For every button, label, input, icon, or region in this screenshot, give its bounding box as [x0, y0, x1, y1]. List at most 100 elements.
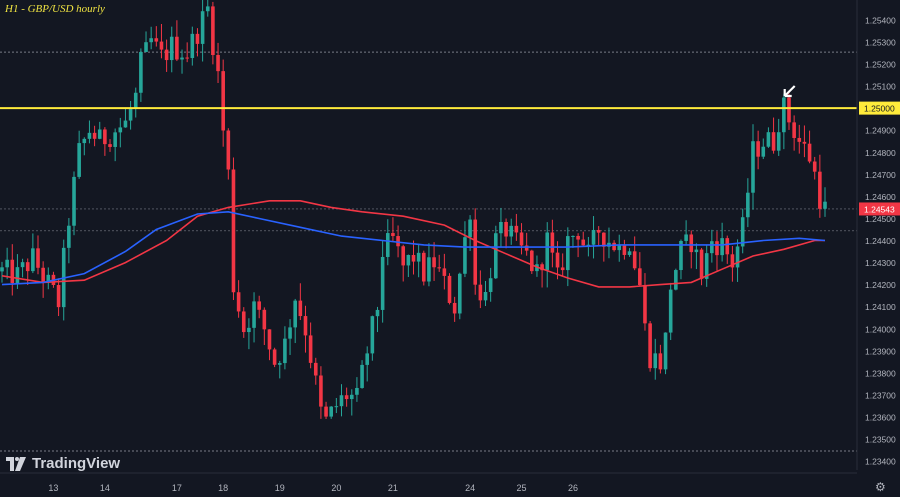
candle-body — [77, 143, 81, 177]
candle-body — [427, 257, 431, 282]
candle-body — [715, 241, 719, 256]
candle-body — [190, 33, 195, 58]
y-tick-label: 1.23900 — [865, 346, 896, 356]
candle-body — [298, 300, 303, 317]
candle-body — [524, 245, 529, 251]
candle-body — [802, 141, 807, 144]
candle-body — [658, 353, 663, 370]
level-badge — [859, 101, 900, 115]
candle-body — [118, 127, 123, 133]
candle-body — [499, 221, 503, 234]
candle-body — [483, 291, 488, 301]
x-tick-label: 13 — [48, 483, 58, 493]
candle-body — [612, 242, 616, 251]
candle-body — [262, 309, 267, 330]
candle-body — [205, 6, 210, 12]
candle-body — [704, 253, 709, 279]
candle-body — [67, 225, 71, 248]
candle-body — [103, 129, 107, 145]
x-axis: 13 14 17 18 19 20 21 24 25 26 — [0, 472, 857, 493]
candle-body — [782, 97, 786, 133]
candle-body — [632, 251, 637, 269]
x-tick-label: 19 — [275, 483, 285, 493]
last-price-badge — [859, 202, 900, 216]
candle-body — [509, 225, 514, 237]
candle-body — [710, 241, 714, 254]
candle-body — [154, 38, 159, 42]
candle-body — [674, 270, 678, 290]
candle-body — [319, 375, 323, 407]
candle-body — [581, 239, 586, 246]
candle-body — [488, 278, 493, 292]
candle-body — [267, 329, 272, 350]
y-tick-label: 1.24800 — [865, 148, 896, 158]
x-tick-label: 21 — [388, 483, 398, 493]
candle-body — [123, 120, 128, 128]
candle-body — [360, 364, 364, 388]
candle-body — [643, 285, 647, 324]
y-tick-label: 1.24700 — [865, 170, 896, 180]
y-tick-label: 1.24600 — [865, 192, 896, 202]
gear-icon[interactable]: ⚙ — [875, 480, 886, 494]
y-tick-label: 1.23800 — [865, 368, 896, 378]
candle-body — [823, 201, 827, 209]
tv-logo-icon — [6, 456, 26, 471]
candle-body — [627, 251, 632, 255]
candle-body — [730, 254, 735, 268]
candle-body — [349, 394, 354, 400]
candle-body — [87, 132, 92, 139]
candle-body — [97, 129, 102, 139]
candle-body — [303, 316, 308, 336]
candle-body — [550, 232, 555, 253]
candle-body — [653, 353, 658, 369]
candle-body — [437, 267, 442, 269]
candle-body — [128, 108, 133, 121]
candle-body — [432, 257, 436, 268]
candle-body — [699, 249, 704, 279]
candle-body — [113, 132, 117, 147]
candle-body — [622, 244, 627, 255]
candle-body — [740, 217, 745, 247]
x-tick-label: 25 — [517, 483, 527, 493]
candle-body — [0, 267, 4, 272]
candle-body — [355, 387, 359, 395]
ma-slow-line — [1, 200, 825, 288]
candle-body — [530, 250, 534, 272]
candle-body — [596, 229, 601, 233]
candle-body — [375, 309, 380, 317]
candle-body — [221, 71, 225, 131]
candle-body — [385, 233, 390, 257]
y-tick-label: 1.23600 — [865, 413, 896, 423]
candle-body — [329, 406, 333, 417]
candle-body — [766, 132, 771, 147]
candle-body — [252, 301, 256, 328]
candle-body — [457, 273, 462, 314]
candle-body — [144, 42, 148, 52]
candle-body — [812, 161, 817, 172]
y-tick-label: 1.25300 — [865, 37, 896, 47]
candle-body — [46, 274, 51, 282]
candle-body — [139, 51, 143, 93]
candle-body — [15, 267, 20, 284]
candle-body — [540, 264, 544, 271]
candle-body — [283, 338, 287, 364]
y-axis: 1.25400 1.25300 1.25200 1.25100 1.24900 1.248… — [856, 0, 900, 470]
candle-body — [226, 130, 231, 170]
candle-body — [308, 335, 313, 363]
candle-body — [478, 284, 483, 301]
candle-body — [411, 254, 416, 262]
candle-body — [56, 285, 61, 308]
candle-body — [787, 97, 791, 123]
candle-body — [25, 262, 30, 272]
last-price-label: 1.24543 — [864, 204, 895, 214]
candle-body — [735, 246, 740, 268]
candle-body — [807, 143, 812, 162]
candle-body — [504, 221, 508, 237]
candle-body — [406, 254, 411, 266]
candle-body — [277, 363, 282, 365]
candle-body — [725, 238, 730, 255]
candle-body — [211, 6, 215, 56]
candle-body — [169, 36, 174, 61]
